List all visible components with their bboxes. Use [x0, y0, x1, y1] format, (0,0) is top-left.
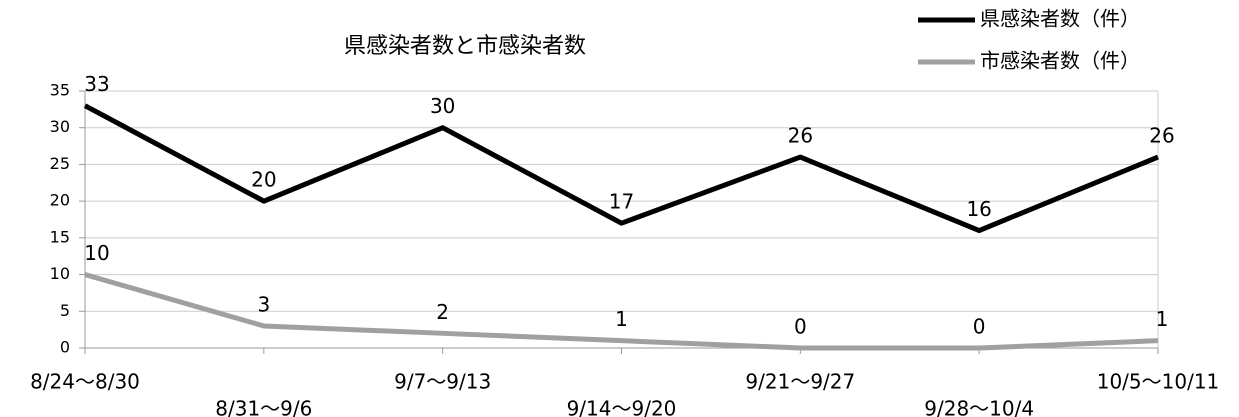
x-tick-label: 9/14～9/20: [567, 397, 677, 417]
chart-title: 県感染者数と市感染者数: [344, 34, 586, 59]
data-label: 26: [788, 124, 813, 148]
y-tick-label: 35: [50, 81, 70, 100]
data-label: 33: [84, 72, 109, 96]
y-tick-label: 0: [60, 338, 70, 357]
x-tick-label: 9/7～9/13: [394, 370, 491, 394]
legend-label: 県感染者数（件）: [980, 7, 1140, 31]
x-tick-label: 9/28～10/4: [924, 397, 1034, 417]
y-tick-label: 15: [50, 227, 70, 246]
data-label: 20: [251, 168, 276, 192]
data-label: 1: [615, 307, 628, 331]
data-label: 0: [794, 315, 807, 339]
series-line: [83, 103, 1159, 234]
x-tick-label: 9/21～9/27: [745, 370, 855, 394]
x-tick-label: 8/24～8/30: [30, 370, 140, 394]
data-label: 26: [1149, 124, 1174, 148]
legend-label: 市感染者数（件）: [980, 49, 1140, 73]
data-label: 16: [966, 197, 991, 221]
data-label: 10: [84, 241, 109, 265]
y-tick-label: 30: [50, 117, 70, 136]
data-label: 2: [436, 300, 449, 324]
y-tick-label: 25: [50, 154, 70, 173]
x-tick-label: 10/5～10/11: [1097, 370, 1220, 394]
data-label: 3: [257, 292, 270, 316]
y-tick-label: 10: [50, 264, 70, 283]
y-tick-label: 5: [60, 301, 70, 320]
y-tick-label: 20: [50, 191, 70, 210]
x-tick-label: 8/31～9/6: [215, 397, 312, 417]
data-label: 0: [973, 315, 986, 339]
data-label: 1: [1156, 307, 1169, 331]
data-label: 30: [430, 94, 455, 118]
series-line: [84, 272, 1159, 351]
data-label: 17: [609, 190, 634, 214]
